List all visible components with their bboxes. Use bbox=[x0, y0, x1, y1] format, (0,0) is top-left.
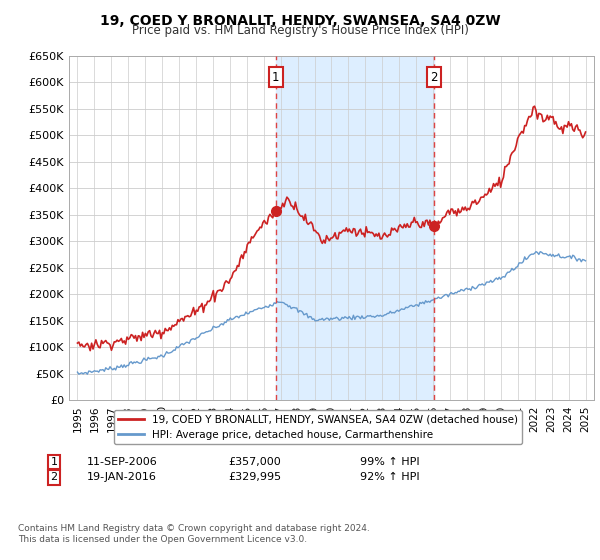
Text: 19, COED Y BRONALLT, HENDY, SWANSEA, SA4 0ZW: 19, COED Y BRONALLT, HENDY, SWANSEA, SA4… bbox=[100, 14, 500, 28]
Text: 1: 1 bbox=[50, 457, 58, 467]
Text: 2: 2 bbox=[50, 472, 58, 482]
Text: 11-SEP-2006: 11-SEP-2006 bbox=[87, 457, 158, 467]
Text: 1: 1 bbox=[272, 71, 280, 83]
Text: 99% ↑ HPI: 99% ↑ HPI bbox=[360, 457, 419, 467]
Text: 2: 2 bbox=[430, 71, 438, 83]
Text: £357,000: £357,000 bbox=[228, 457, 281, 467]
Legend: 19, COED Y BRONALLT, HENDY, SWANSEA, SA4 0ZW (detached house), HPI: Average pric: 19, COED Y BRONALLT, HENDY, SWANSEA, SA4… bbox=[113, 410, 523, 444]
Text: 92% ↑ HPI: 92% ↑ HPI bbox=[360, 472, 419, 482]
Bar bbox=[275, 56, 434, 400]
Text: This data is licensed under the Open Government Licence v3.0.: This data is licensed under the Open Gov… bbox=[18, 535, 307, 544]
Text: Price paid vs. HM Land Registry's House Price Index (HPI): Price paid vs. HM Land Registry's House … bbox=[131, 24, 469, 37]
Text: 19-JAN-2016: 19-JAN-2016 bbox=[87, 472, 157, 482]
Text: £329,995: £329,995 bbox=[228, 472, 281, 482]
Text: Contains HM Land Registry data © Crown copyright and database right 2024.: Contains HM Land Registry data © Crown c… bbox=[18, 524, 370, 533]
